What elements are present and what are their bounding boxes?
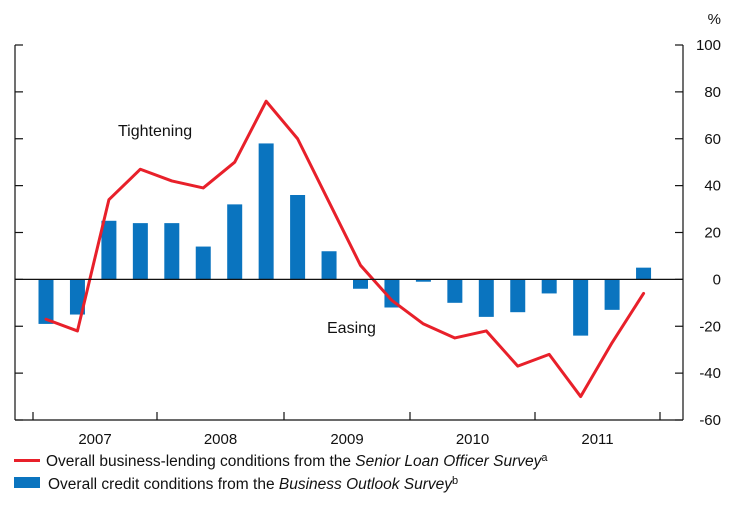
- bar-2011Q2: [573, 279, 589, 336]
- legend-line-text: Overall business-lending conditions from…: [46, 453, 356, 470]
- x-year-label: 2007: [78, 431, 111, 448]
- y-tick-label: 0: [713, 271, 721, 288]
- bar-2011Q1: [541, 279, 557, 294]
- legend-line-note: a: [541, 452, 548, 464]
- bar-2007Q4: [132, 223, 148, 280]
- bar-2009Q4: [384, 279, 400, 308]
- x-year-label: 2011: [581, 431, 613, 448]
- legend-bar-source: Business Outlook Survey: [278, 476, 453, 493]
- axes: 100 80 60 40 20 0 -20 -40 -60 2007 2008 2009 2010 201…: [15, 37, 721, 448]
- legend-line-swatch: [14, 459, 40, 463]
- y-tick-label: 40: [704, 178, 721, 195]
- bar-2011Q3: [604, 279, 620, 310]
- bar-2007Q2: [69, 279, 85, 315]
- annotation-easing: Easing: [327, 320, 376, 337]
- bar-2008Q1: [164, 223, 180, 280]
- legend-line-entry: Overall business-lending conditions from…: [14, 448, 548, 472]
- bar-2009Q3: [353, 279, 368, 289]
- y-tick-label: -20: [699, 318, 721, 335]
- bar-2011Q4: [636, 267, 652, 280]
- y-tick-label: 60: [704, 131, 721, 148]
- bar-2010Q3: [478, 279, 494, 317]
- bar-2008Q4: [258, 143, 274, 280]
- x-year-label: 2008: [204, 431, 237, 448]
- line-series: [44, 99, 646, 399]
- y-tick-label: 20: [704, 225, 721, 242]
- bar-2007Q1: [38, 279, 54, 324]
- y-tick-label: -40: [699, 365, 721, 382]
- y-axis-unit: %: [708, 11, 721, 28]
- bar-2010Q1: [415, 279, 431, 282]
- y-tick-label: 80: [704, 84, 721, 101]
- legend-bar-note: b: [452, 475, 459, 487]
- bar-2009Q2: [321, 251, 337, 280]
- bar-2008Q2: [195, 246, 211, 280]
- annotation-tightening: Tightening: [118, 123, 192, 140]
- legend-line-source: Senior Loan Officer Survey: [355, 453, 542, 470]
- bar-2009Q1: [290, 195, 306, 280]
- x-year-label: 2009: [330, 431, 363, 448]
- legend-bar-swatch: [14, 477, 40, 489]
- bar-2008Q3: [227, 204, 243, 280]
- bar-2007Q3: [101, 220, 117, 280]
- legend-bar-text: Overall credit conditions from the: [48, 476, 279, 493]
- x-year-label: 2010: [456, 431, 489, 448]
- y-tick-label: 100: [696, 37, 721, 54]
- legend-bar-entry: Overall credit conditions from the Busin…: [14, 471, 458, 495]
- senior-loan-officer-line: [44, 99, 646, 399]
- bar-series: [38, 143, 652, 336]
- bar-2010Q4: [510, 279, 526, 313]
- y-tick-label: -60: [699, 412, 721, 429]
- bar-2010Q2: [447, 279, 463, 303]
